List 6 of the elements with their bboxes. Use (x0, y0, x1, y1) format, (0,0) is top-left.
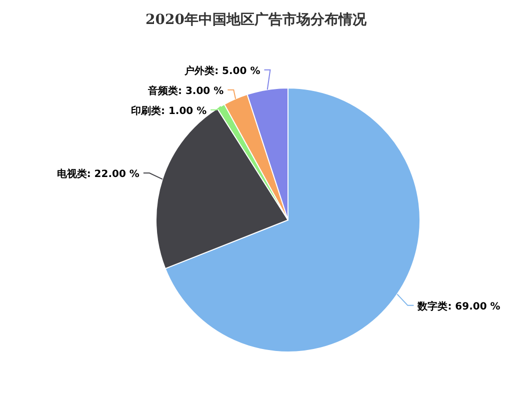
chart-title: 2020年中国地区广告市场分布情况 (146, 11, 368, 28)
slice-label: 音频类: 3.00 % (146, 84, 224, 97)
slice-label: 电视类: 22.00 % (56, 168, 140, 180)
slice-label: 印刷类: 1.00 % (130, 104, 207, 117)
slice-label: 数字类: 69.00 % (416, 300, 500, 312)
slice-label: 户外类: 5.00 % (184, 64, 260, 77)
